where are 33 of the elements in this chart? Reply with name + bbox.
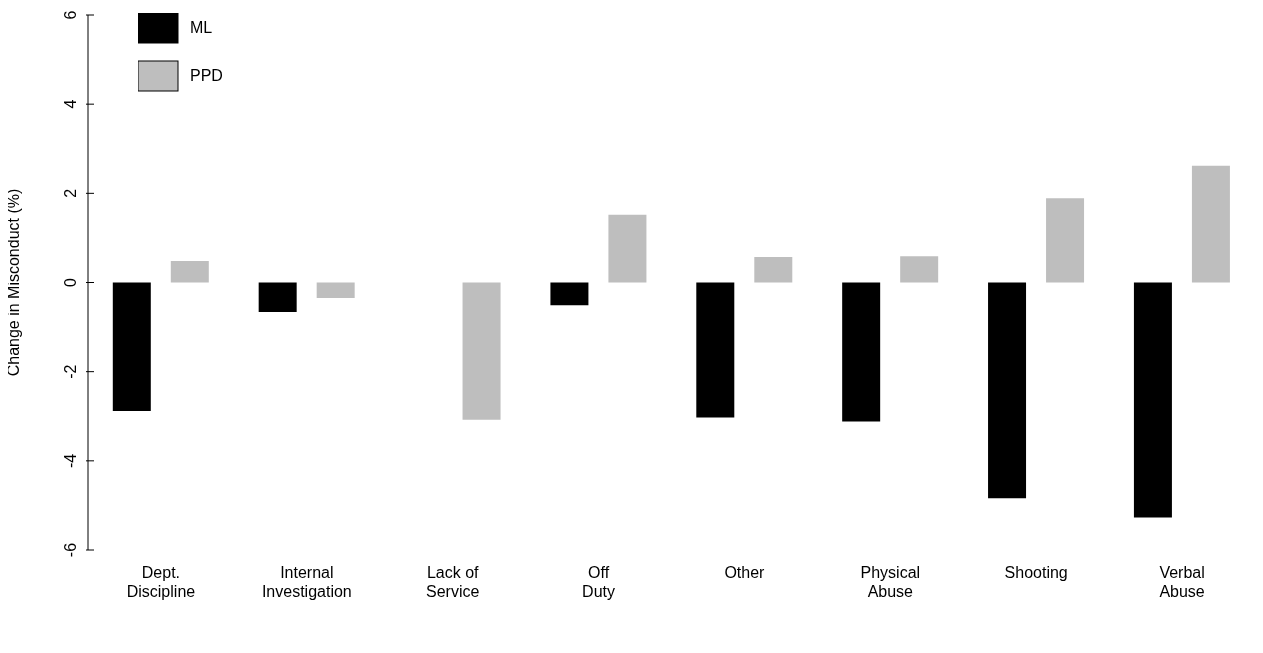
bar <box>1133 282 1172 518</box>
bar <box>696 282 735 418</box>
y-tick-label: -6 <box>62 542 79 558</box>
x-tick-label: Internal Investigation <box>261 564 352 600</box>
bar <box>754 257 793 283</box>
y-axis-title: Change in Misconduct (%) <box>4 188 22 377</box>
y-tick-label: 2 <box>62 188 79 198</box>
legend-label: ML <box>190 19 213 36</box>
bar <box>1191 165 1230 283</box>
bar <box>842 282 881 422</box>
bar <box>608 214 647 283</box>
x-tick-label: Physical Abuse <box>860 564 921 600</box>
x-tick-label: Off Duty <box>582 564 616 600</box>
y-tick-label: 4 <box>62 99 79 109</box>
bar <box>900 256 939 283</box>
x-tick-label: Dept. Discipline <box>126 564 196 600</box>
x-tick-label: Lack of Service <box>426 564 480 600</box>
y-tick-label: 0 <box>62 277 79 287</box>
bar <box>1046 198 1085 283</box>
legend-label: PPD <box>190 67 223 84</box>
x-tick-label: Shooting <box>1004 564 1068 581</box>
bar <box>316 282 355 299</box>
bar <box>112 282 151 411</box>
bar <box>550 282 589 306</box>
bar <box>258 282 297 312</box>
bar <box>988 282 1027 499</box>
bar <box>462 282 501 420</box>
y-tick-label: 6 <box>62 10 79 20</box>
bar <box>170 261 209 283</box>
y-tick-label: -2 <box>62 364 79 379</box>
x-tick-label: Other <box>724 564 766 581</box>
y-tick-label: -4 <box>62 453 79 468</box>
x-tick-label: Verbal Abuse <box>1159 564 1205 600</box>
